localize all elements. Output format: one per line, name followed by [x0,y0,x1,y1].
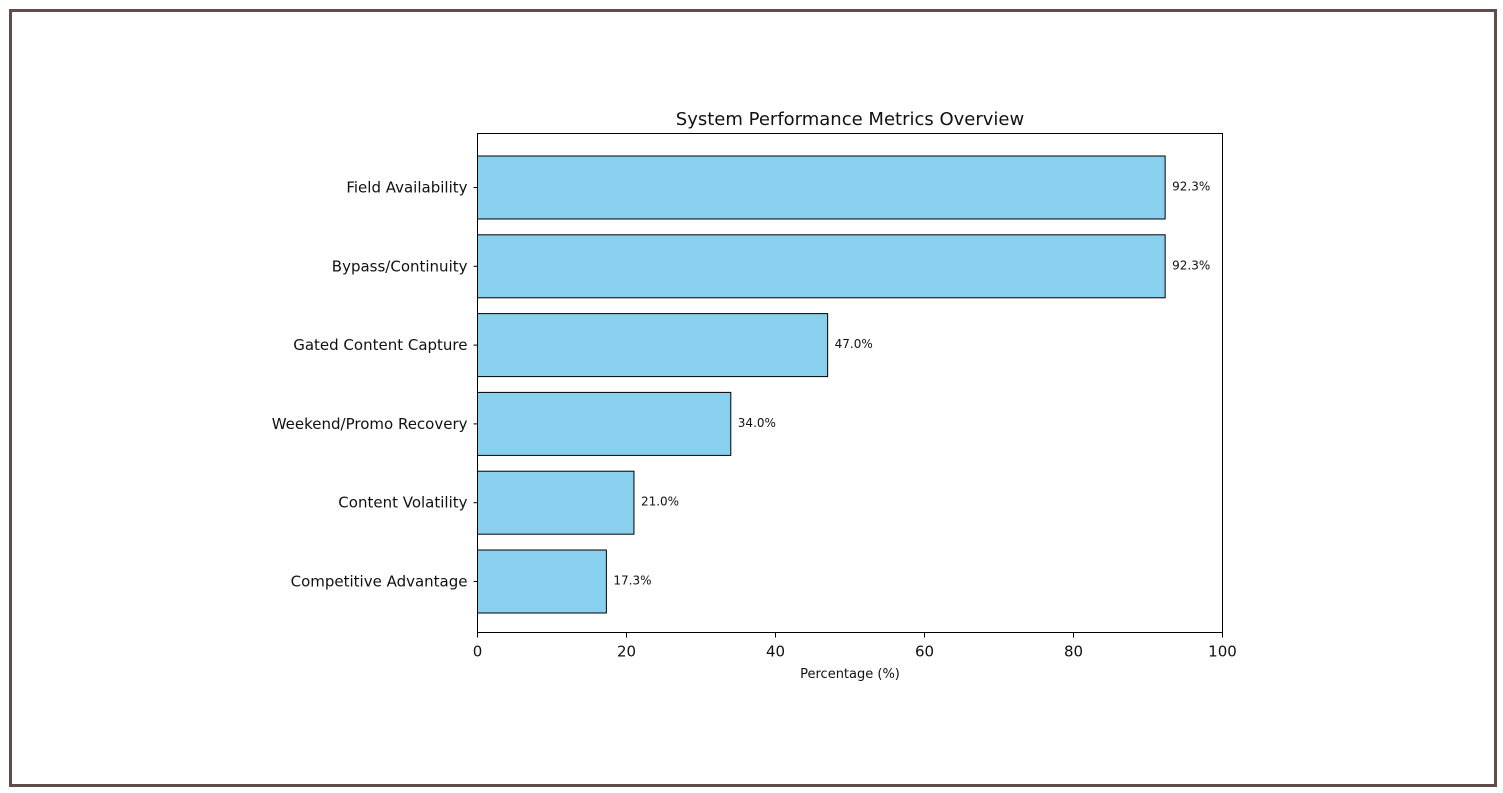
bars-layer [477,155,1166,614]
chart-frame [9,9,1497,787]
bar [477,391,732,456]
x-tick-label: 40 [766,643,785,661]
bar [477,313,829,378]
plot-area-frame [477,133,1223,633]
x-axis-title: Percentage (%) [800,667,900,682]
x-tick-label: 0 [473,643,483,661]
category-label: Competitive Advantage [291,573,468,591]
x-tick-label: 60 [915,643,934,661]
bar [477,234,1166,299]
x-tick-label: 80 [1064,643,1083,661]
value-label: 34.0% [738,416,776,430]
value-label: 92.3% [1172,258,1210,272]
value-label: 92.3% [1172,180,1210,194]
bar [477,470,635,535]
category-labels: Field Availability Bypass/Continuity Gated… [272,179,468,591]
value-label: 47.0% [835,337,873,351]
value-labels: 92.3% 92.3% 47.0% 34.0% 21.0% 17.3% [613,180,1210,588]
chart-title: System Performance Metrics Overview [676,109,1024,130]
x-axis-ticks: 0 20 40 60 80 100 [473,187,1237,661]
x-tick-label: 20 [617,643,636,661]
category-label: Bypass/Continuity [332,257,468,275]
x-tick-label: 100 [1208,643,1237,661]
value-label: 21.0% [641,495,679,509]
value-label: 17.3% [613,574,651,588]
bar [477,549,607,614]
category-label: Gated Content Capture [293,336,467,354]
category-label: Weekend/Promo Recovery [272,415,468,433]
bar [477,155,1166,220]
category-label: Field Availability [346,179,467,197]
category-label: Content Volatility [338,494,467,512]
